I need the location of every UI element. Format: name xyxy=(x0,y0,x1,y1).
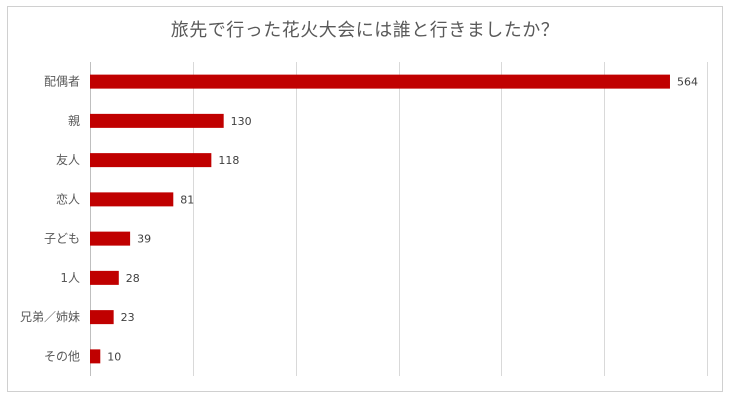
category-label: 子ども xyxy=(44,232,80,246)
category-label: 親 xyxy=(68,114,80,128)
category-label: 兄弟／姉妹 xyxy=(20,309,80,324)
bar xyxy=(90,192,174,207)
bar xyxy=(90,231,131,246)
category-label: 恋人 xyxy=(56,191,80,206)
category-label: 配偶者 xyxy=(44,75,80,89)
category-label: その他 xyxy=(44,349,80,363)
category-label: 友人 xyxy=(56,153,80,167)
bar xyxy=(90,270,119,285)
bar xyxy=(90,153,212,168)
data-label: 118 xyxy=(218,154,239,167)
data-label: 10 xyxy=(107,350,121,363)
bar xyxy=(90,310,114,325)
bar xyxy=(90,74,670,89)
bar xyxy=(90,113,224,128)
data-label: 130 xyxy=(231,115,252,128)
data-label: 39 xyxy=(137,233,151,246)
data-label: 28 xyxy=(126,272,140,285)
data-label: 564 xyxy=(677,76,698,89)
category-label: 1人 xyxy=(60,271,80,285)
bars xyxy=(90,74,670,364)
chart-title: 旅先で行った花火大会には誰と行きましたか？ xyxy=(170,20,560,41)
data-label: 81 xyxy=(180,193,194,206)
bar xyxy=(90,349,101,364)
data-label: 23 xyxy=(121,311,135,324)
value-labels: 564 130 118 81 39 28 23 10 xyxy=(107,76,698,364)
gridlines xyxy=(90,62,708,376)
